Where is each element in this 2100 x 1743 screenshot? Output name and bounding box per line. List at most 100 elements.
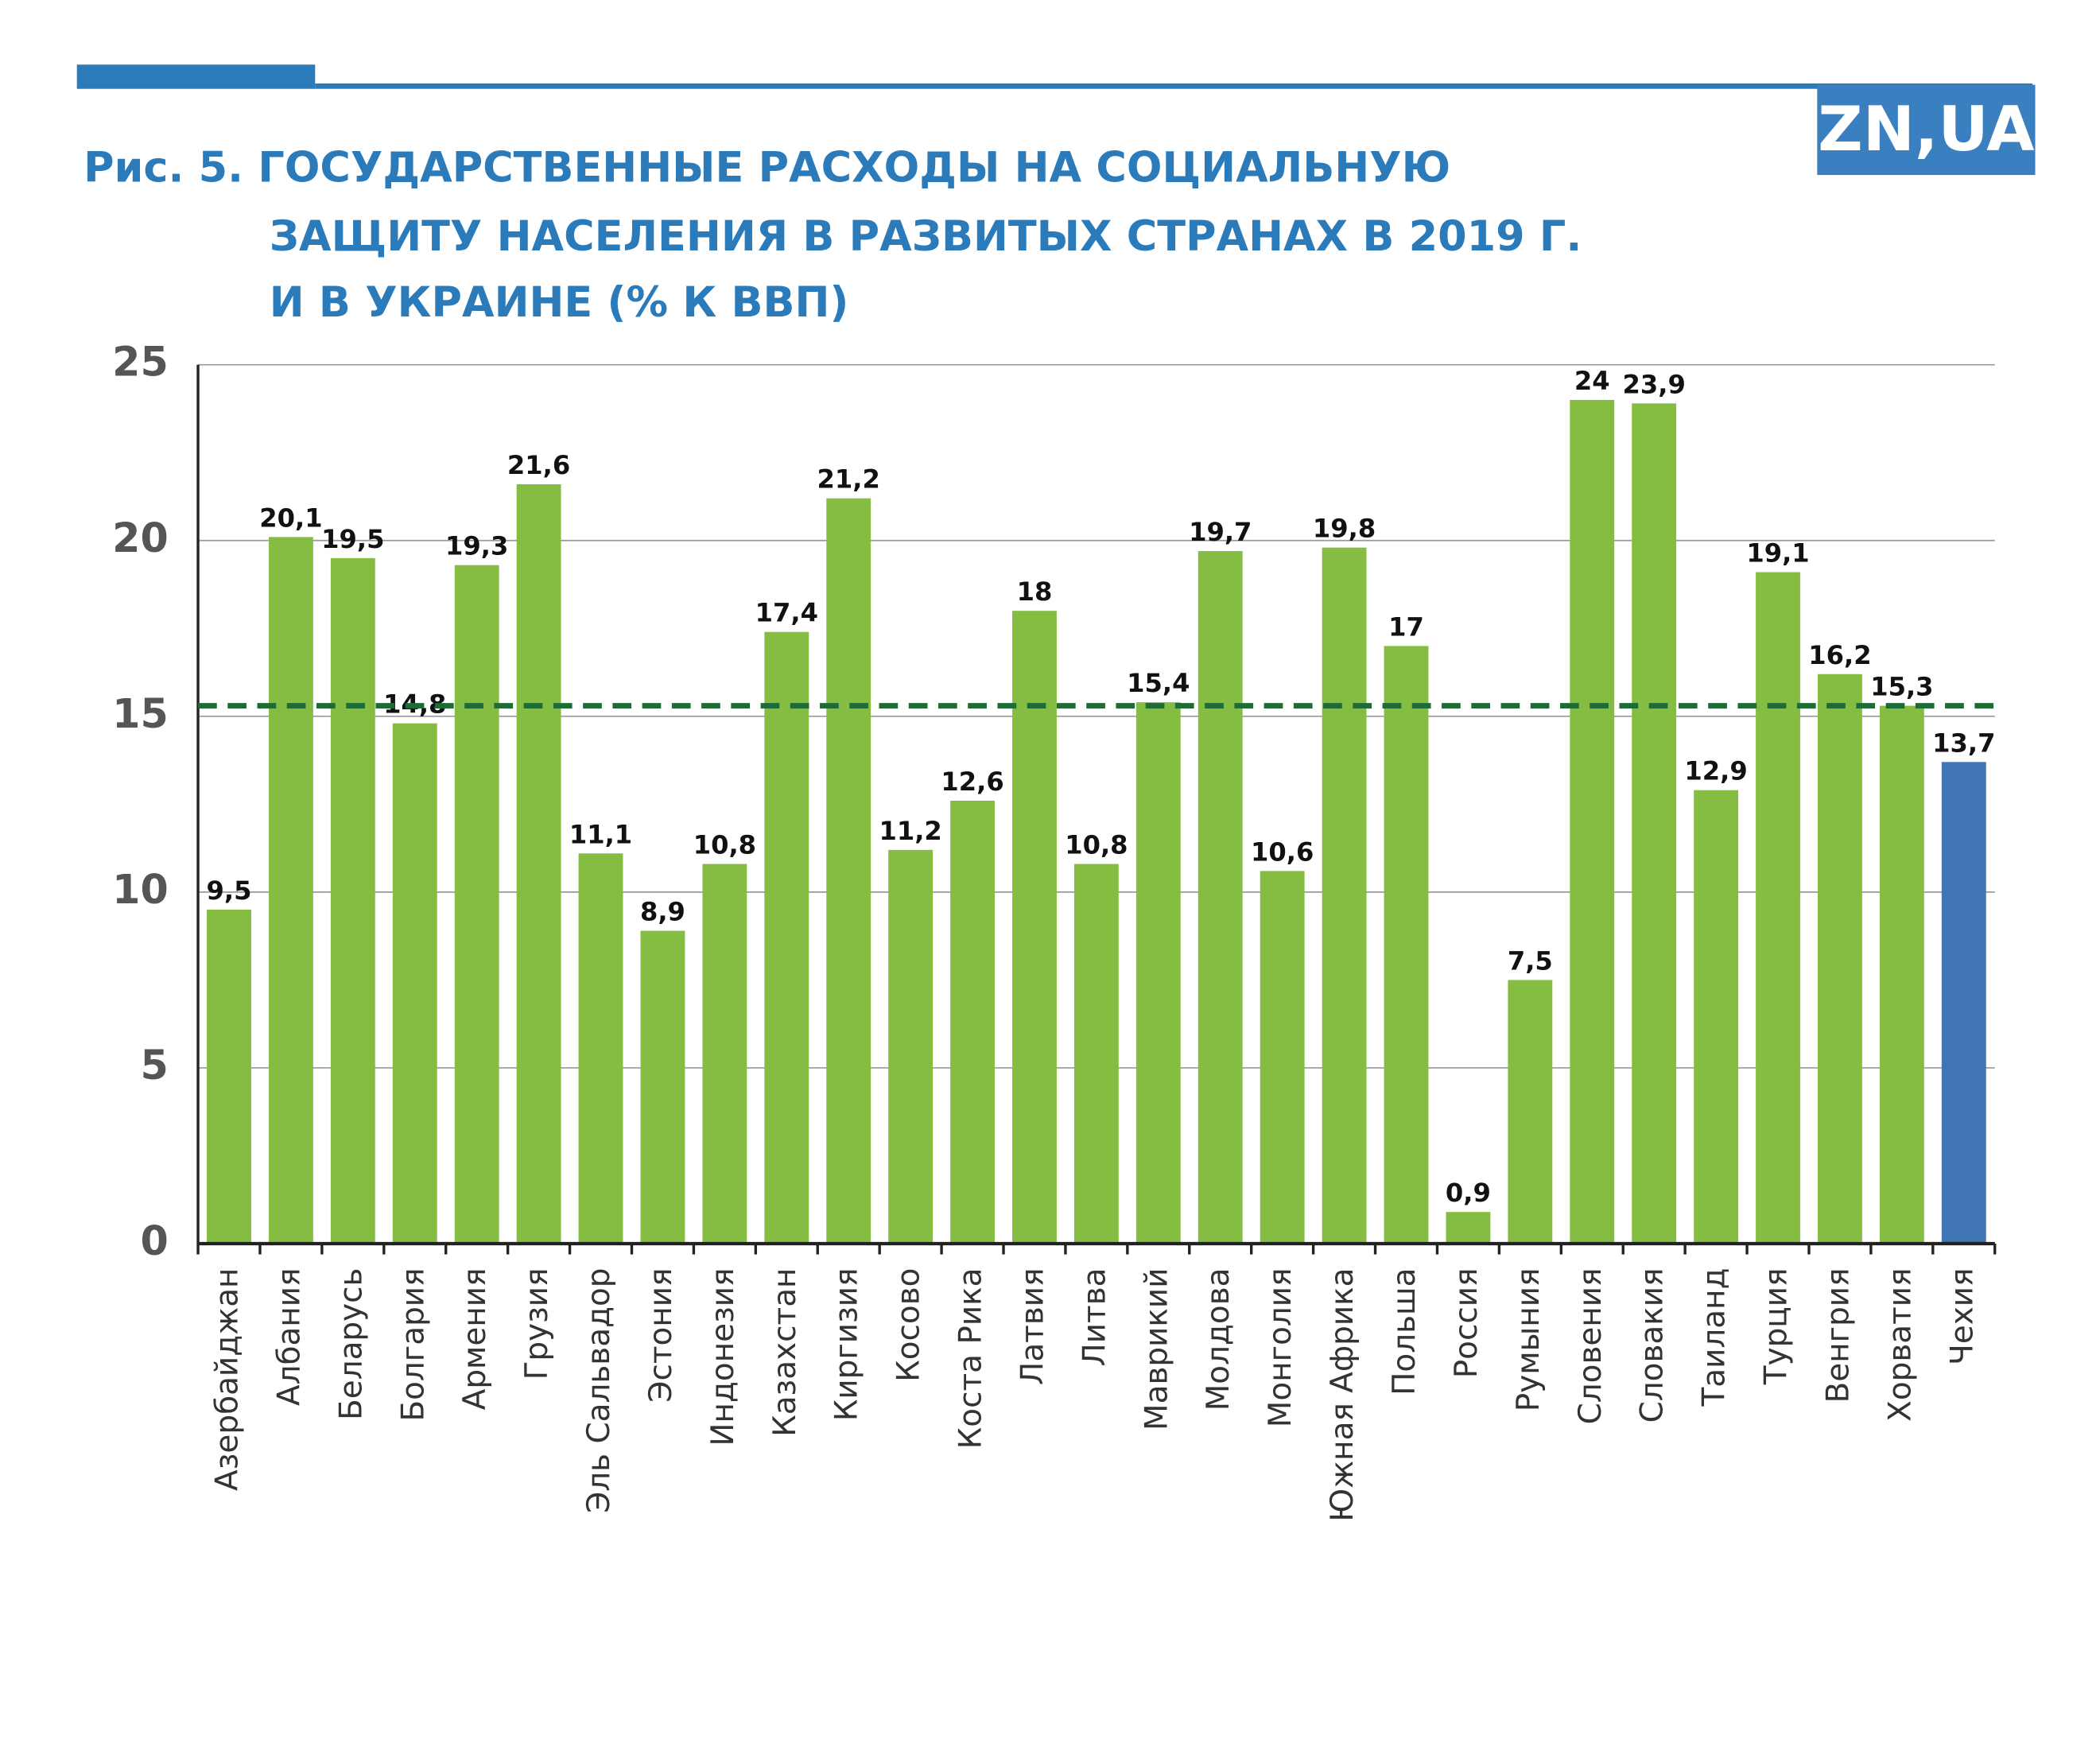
x-tick-label: Россия — [1449, 1267, 1485, 1378]
x-tick-label: Венгрия — [1820, 1267, 1856, 1403]
chart-title: ЗАЩИТУ НАСЕЛЕНИЯ В РАЗВИТЫХ СТРАНАХ В 20… — [270, 212, 1582, 261]
x-tick-label: Азербайджан — [210, 1267, 246, 1490]
x-tick-label: Словения — [1573, 1267, 1609, 1424]
value-label: 10,8 — [693, 830, 756, 860]
bar — [1260, 871, 1305, 1244]
bar — [1632, 403, 1677, 1244]
bar — [1135, 702, 1181, 1244]
x-tick-label: Турция — [1759, 1267, 1795, 1385]
bar — [1384, 646, 1429, 1244]
x-tick-label: Молдова — [1201, 1267, 1236, 1411]
bar — [764, 631, 809, 1244]
x-tick-label: Словакия — [1635, 1267, 1671, 1423]
x-tick-label: Хорватия — [1882, 1267, 1918, 1421]
value-label: 21,2 — [817, 464, 880, 495]
x-tick-label: Таиланд — [1697, 1267, 1733, 1407]
value-label: 19,7 — [1189, 517, 1252, 547]
bar — [1879, 705, 1924, 1244]
value-label: 0,9 — [1446, 1178, 1491, 1208]
chart-title: И В УКРАИНЕ (% К ВВП) — [270, 278, 849, 327]
y-tick-label: 5 — [140, 1042, 168, 1089]
bar — [1012, 611, 1057, 1244]
bar — [950, 800, 995, 1244]
value-label: 19,1 — [1746, 538, 1809, 569]
bar — [330, 557, 375, 1244]
value-label: 19,5 — [321, 524, 384, 554]
value-label: 19,3 — [445, 531, 508, 561]
bar — [516, 484, 561, 1244]
bar — [702, 864, 747, 1244]
bar — [1073, 864, 1119, 1244]
x-tick-label: Индонезия — [705, 1267, 741, 1446]
x-tick-label: Маврикий — [1139, 1267, 1174, 1430]
logo: ZN,UA — [1818, 94, 2034, 165]
bar — [1322, 547, 1367, 1244]
bar — [1570, 399, 1615, 1244]
value-label: 12,9 — [1684, 756, 1747, 786]
value-label: 13,7 — [1932, 728, 1995, 758]
bar — [207, 910, 251, 1244]
value-label: 8,9 — [640, 897, 685, 927]
y-tick-label: 25 — [112, 339, 169, 386]
bar — [1941, 762, 1986, 1244]
x-tick-label: Румыния — [1511, 1267, 1547, 1411]
bar — [1446, 1212, 1491, 1244]
value-label: 17,4 — [755, 598, 818, 628]
value-label: 17 — [1388, 611, 1424, 642]
bar — [578, 853, 623, 1244]
x-tick-label: Грузия — [519, 1267, 555, 1380]
value-label: 20,1 — [259, 503, 322, 533]
logo-box — [1817, 84, 2036, 176]
bar — [640, 930, 685, 1244]
bar — [1508, 980, 1553, 1244]
bar — [454, 565, 499, 1244]
value-label: 21,6 — [507, 450, 570, 480]
value-label: 15,3 — [1870, 672, 1933, 702]
bar — [268, 537, 313, 1244]
x-tick-label: Албания — [271, 1267, 307, 1406]
x-tick-label: Эстония — [643, 1267, 679, 1402]
x-tick-label: Южная Африка — [1325, 1267, 1361, 1521]
x-tick-label: Польша — [1387, 1267, 1423, 1395]
value-label: 10,8 — [1065, 830, 1128, 860]
bar — [1756, 572, 1800, 1244]
x-tick-label: Болгария — [395, 1267, 431, 1421]
x-tick-label: Латвия — [1015, 1267, 1050, 1384]
x-tick-label: Коста Рика — [953, 1267, 989, 1449]
value-label: 15,4 — [1127, 668, 1190, 698]
x-tick-label: Киргизия — [829, 1267, 865, 1421]
value-label: 9,5 — [207, 875, 252, 906]
value-label: 18 — [1017, 576, 1053, 607]
header-bar — [76, 64, 316, 89]
x-tick-label: Монголия — [1263, 1267, 1298, 1427]
x-tick-label: Эль Сальвадор — [581, 1267, 617, 1512]
y-tick-label: 10 — [112, 866, 169, 913]
value-label: 11,1 — [569, 819, 632, 849]
chart-title: Рис. 5. ГОСУДАРСТВЕННЫЕ РАСХОДЫ НА СОЦИА… — [83, 144, 1450, 192]
value-label: 7,5 — [1508, 945, 1553, 976]
header-line — [315, 83, 2033, 89]
value-label: 19,8 — [1313, 514, 1376, 544]
x-tick-label: Армения — [457, 1267, 493, 1410]
value-label: 16,2 — [1808, 640, 1871, 670]
x-tick-label: Беларусь — [333, 1267, 369, 1419]
y-tick-label: 0 — [140, 1217, 168, 1264]
value-label: 10,6 — [1251, 837, 1314, 867]
bar — [1818, 674, 1862, 1244]
bar — [1694, 790, 1739, 1244]
x-tick-label: Казахстан — [767, 1267, 803, 1436]
value-label: 12,6 — [941, 767, 1003, 797]
y-tick-label: 20 — [112, 514, 169, 561]
value-label: 24 — [1574, 366, 1610, 396]
value-label: 11,2 — [879, 816, 941, 846]
bar — [392, 723, 437, 1244]
x-tick-label: Чехия — [1944, 1267, 1980, 1365]
bar — [888, 849, 934, 1244]
bar — [1198, 551, 1243, 1244]
x-tick-label: Косово — [891, 1267, 927, 1381]
x-tick-label: Литва — [1077, 1267, 1112, 1366]
y-tick-label: 15 — [112, 690, 169, 737]
value-label: 23,9 — [1623, 369, 1686, 399]
bar — [826, 498, 871, 1244]
